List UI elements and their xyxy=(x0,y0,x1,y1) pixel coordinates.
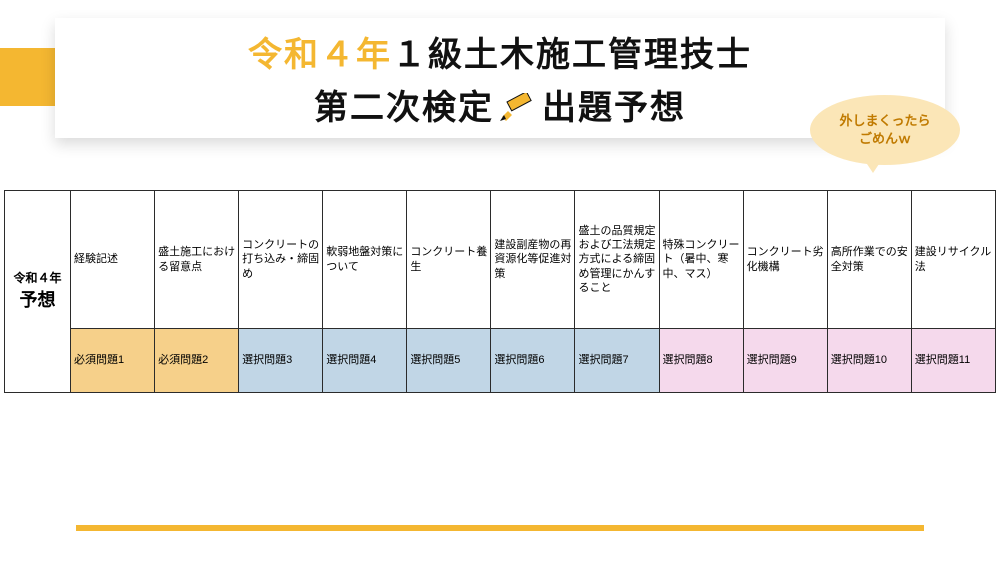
speech-bubble: 外しまくったら ごめんｗ xyxy=(810,95,960,165)
accent-bar xyxy=(0,48,55,106)
label-cell: 選択問題9 xyxy=(743,329,827,393)
title-card: 令和４年１級土木施工管理技士 第二次検定 出題予想 xyxy=(55,18,945,138)
label-cell: 選択問題3 xyxy=(239,329,323,393)
label-cell: 選択問題4 xyxy=(323,329,407,393)
label-cell: 選択問題11 xyxy=(911,329,995,393)
topic-cell: コンクリート養生 xyxy=(407,191,491,329)
topic-cell: 建設リサイクル法 xyxy=(911,191,995,329)
label-cell: 必須問題1 xyxy=(71,329,155,393)
title-left: 第二次検定 xyxy=(314,80,494,129)
topic-cell: 盛土施工における留意点 xyxy=(155,191,239,329)
title-year-accent: 令和４年 xyxy=(248,36,392,74)
label-cell: 選択問題6 xyxy=(491,329,575,393)
title-rest: １級土木施工管理技士 xyxy=(392,36,752,74)
bottom-rule xyxy=(76,525,924,531)
topic-cell: 特殊コンクリート（暑中、寒中、マス） xyxy=(659,191,743,329)
table-topic-row: 令和４年 予想 経験記述 盛土施工における留意点 コンクリートの打ち込み・締固め… xyxy=(5,191,996,329)
title-line-2: 第二次検定 出題予想 xyxy=(314,80,686,129)
topic-cell: 経験記述 xyxy=(71,191,155,329)
topic-cell: 盛土の品質規定および工法規定方式による締固め管理にかんすること xyxy=(575,191,659,329)
topic-cell: 軟弱地盤対策について xyxy=(323,191,407,329)
prediction-table: 令和４年 予想 経験記述 盛土施工における留意点 コンクリートの打ち込み・締固め… xyxy=(4,190,996,393)
table-rowhead: 令和４年 予想 xyxy=(5,191,71,393)
bubble-text: 外しまくったら ごめんｗ xyxy=(839,112,930,148)
topic-cell: コンクリート劣化機構 xyxy=(743,191,827,329)
topic-cell: 高所作業での安全対策 xyxy=(827,191,911,329)
pencil-icon xyxy=(500,91,536,119)
title-right: 出題予想 xyxy=(542,80,686,129)
topic-cell: 建設副産物の再資源化等促進対策 xyxy=(491,191,575,329)
label-cell: 選択問題7 xyxy=(575,329,659,393)
label-cell: 選択問題8 xyxy=(659,329,743,393)
table-label-row: 必須問題1 必須問題2 選択問題3 選択問題4 選択問題5 選択問題6 選択問題… xyxy=(5,329,996,393)
topic-cell: コンクリートの打ち込み・締固め xyxy=(239,191,323,329)
label-cell: 選択問題5 xyxy=(407,329,491,393)
title-line-1: 令和４年１級土木施工管理技士 xyxy=(248,27,752,76)
label-cell: 必須問題2 xyxy=(155,329,239,393)
label-cell: 選択問題10 xyxy=(827,329,911,393)
